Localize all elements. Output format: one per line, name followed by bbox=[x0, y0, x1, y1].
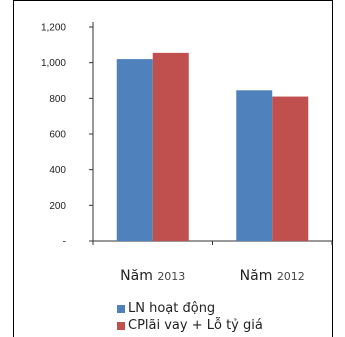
legend: LN hoạt động CPlãi vay + Lỗ tỷ giá bbox=[117, 300, 263, 334]
legend-label: CPlãi vay + Lỗ tỷ giá bbox=[128, 318, 263, 333]
bar bbox=[236, 90, 273, 241]
legend-swatch-blue bbox=[117, 304, 125, 313]
frame-right-border bbox=[332, 0, 333, 337]
bar bbox=[272, 96, 309, 241]
y-tick-label: 600 bbox=[49, 130, 66, 141]
x-category-label: Năm 2013 bbox=[120, 268, 185, 284]
x-category-label: Năm 2012 bbox=[240, 268, 305, 284]
frame-top-border bbox=[13, 0, 333, 1]
legend-swatch-red bbox=[117, 321, 125, 330]
bar bbox=[116, 59, 153, 241]
y-tick-label: 1,200 bbox=[41, 23, 66, 34]
y-tick-label: 1,000 bbox=[41, 58, 66, 69]
y-tick-label: 200 bbox=[49, 201, 66, 212]
legend-item-ln-hoat-dong: LN hoạt động bbox=[117, 300, 263, 317]
chart-bars bbox=[116, 52, 309, 241]
bar bbox=[152, 52, 189, 241]
y-tick-label: 400 bbox=[49, 165, 66, 176]
frame-left-border bbox=[13, 0, 14, 337]
legend-label: LN hoạt động bbox=[128, 301, 216, 316]
legend-item-cp-lai-vay: CPlãi vay + Lỗ tỷ giá bbox=[117, 317, 263, 334]
chart-labels: - 200 400 600 800 1,000 1,200 Năm 2013 Năm 2012 bbox=[41, 23, 305, 285]
y-tick-label: 800 bbox=[49, 94, 66, 105]
y-tick-label: - bbox=[63, 237, 66, 248]
